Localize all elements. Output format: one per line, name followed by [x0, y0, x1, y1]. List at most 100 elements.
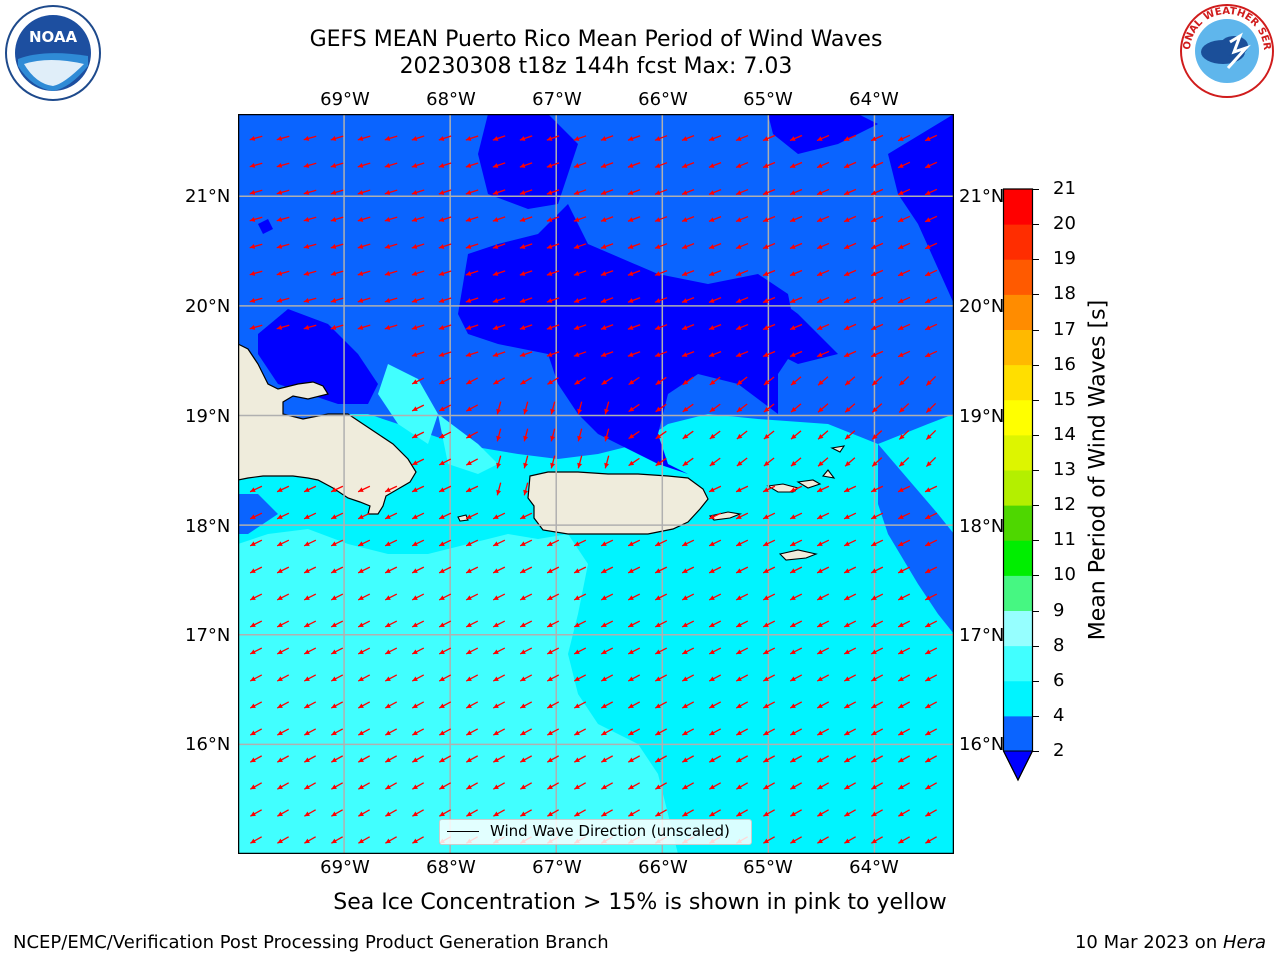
direction-arrow: [843, 215, 857, 223]
direction-arrow: [735, 755, 749, 763]
direction-arrow: [709, 782, 721, 790]
direction-arrow: [789, 350, 803, 358]
direction-arrow: [574, 377, 586, 385]
direction-arrow: [438, 135, 452, 141]
direction-arrow: [816, 350, 830, 358]
direction-arrow: [897, 350, 911, 358]
map-frame: [238, 114, 954, 854]
direction-arrow: [492, 593, 506, 601]
direction-arrow: [249, 701, 263, 709]
direction-arrow: [276, 270, 290, 276]
direction-arrow: [465, 512, 479, 520]
direction-arrow: [762, 215, 776, 223]
direction-arrow: [816, 620, 830, 628]
direction-arrow: [681, 297, 695, 303]
direction-arrow: [493, 377, 505, 385]
direction-arrow: [577, 428, 583, 442]
direction-arrow: [627, 162, 641, 168]
lon-label-top-64w: 64°W: [849, 89, 899, 110]
direction-arrow: [573, 324, 587, 330]
colorbar-tick-mark: [1032, 751, 1039, 752]
direction-arrow: [681, 620, 695, 628]
direction-arrow: [601, 782, 613, 790]
direction-arrow: [762, 485, 776, 493]
direction-arrow: [573, 351, 587, 357]
direction-arrow: [600, 324, 614, 330]
direction-arrow: [411, 162, 425, 168]
direction-arrow: [384, 189, 398, 195]
wind-wave-direction-arrows: [249, 134, 938, 844]
direction-arrow: [249, 566, 263, 574]
colorbar-segment: [1003, 329, 1033, 366]
direction-arrow: [438, 647, 452, 655]
direction-arrow: [789, 755, 803, 763]
direction-arrow: [843, 350, 857, 358]
direction-arrow: [762, 701, 776, 709]
footer-host: Hera: [1222, 932, 1266, 953]
colorbar-segment: [1003, 189, 1033, 225]
direction-arrow: [736, 430, 748, 440]
nws-logo: NATIONAL WEATHER SERVICE: [1178, 2, 1274, 98]
direction-arrow: [735, 566, 749, 574]
direction-arrow: [762, 674, 776, 682]
colorbar-tick-label: 2: [1053, 740, 1065, 761]
direction-arrow: [925, 403, 937, 413]
colorbar-segment: [1003, 575, 1033, 611]
direction-arrow: [604, 401, 610, 415]
direction-arrow: [496, 428, 502, 442]
direction-arrow: [628, 403, 640, 413]
direction-arrow: [817, 430, 829, 440]
colorbar: [1002, 188, 1034, 782]
colorbar-segment: [1003, 505, 1033, 541]
direction-arrow: [357, 674, 371, 682]
direction-arrow: [577, 401, 583, 415]
direction-arrow: [303, 512, 317, 520]
direction-arrow: [357, 216, 371, 222]
direction-arrow: [411, 728, 425, 736]
direction-arrow: [627, 324, 641, 330]
direction-arrow: [924, 593, 938, 601]
direction-arrow: [762, 296, 776, 304]
direction-arrow: [276, 728, 290, 736]
lon-label-bottom-69w: 69°W: [320, 857, 370, 878]
direction-arrow: [303, 728, 317, 736]
direction-arrow: [789, 269, 803, 277]
lon-label-bottom-65w: 65°W: [743, 857, 793, 878]
direction-arrow: [870, 161, 884, 169]
lon-label-top-67w: 67°W: [532, 89, 582, 110]
direction-arrow: [465, 458, 479, 466]
direction-arrow: [412, 809, 424, 817]
direction-arrow: [709, 403, 721, 413]
direction-arrow: [762, 242, 776, 250]
colorbar-tick-label: 8: [1053, 634, 1065, 656]
direction-arrow: [789, 188, 803, 196]
colorbar-segment: [1003, 224, 1033, 260]
direction-arrow: [843, 296, 857, 304]
sea-ice-note: Sea Ice Concentration > 15% is shown in …: [333, 890, 947, 915]
direction-arrow: [762, 539, 776, 547]
land-st-croix: [778, 549, 818, 561]
direction-arrow: [924, 701, 938, 709]
direction-arrow: [465, 728, 479, 736]
direction-arrow: [708, 620, 722, 628]
direction-arrow: [384, 324, 398, 330]
direction-arrow: [681, 189, 695, 195]
direction-arrow: [600, 728, 614, 736]
direction-arrow: [708, 161, 722, 169]
direction-arrow: [276, 566, 290, 574]
direction-arrow: [600, 755, 614, 763]
direction-arrow: [924, 323, 938, 331]
direction-arrow: [897, 215, 911, 223]
direction-arrow: [492, 674, 506, 682]
direction-arrow: [574, 782, 586, 790]
direction-arrow: [682, 809, 694, 817]
direction-arrow: [330, 485, 344, 493]
direction-arrow: [708, 215, 722, 223]
direction-arrow: [276, 512, 290, 520]
direction-arrow: [385, 836, 397, 844]
direction-arrow: [654, 647, 668, 655]
direction-arrow: [465, 566, 479, 574]
direction-arrow: [816, 647, 830, 655]
direction-arrow: [654, 243, 668, 249]
direction-arrow: [303, 620, 317, 628]
